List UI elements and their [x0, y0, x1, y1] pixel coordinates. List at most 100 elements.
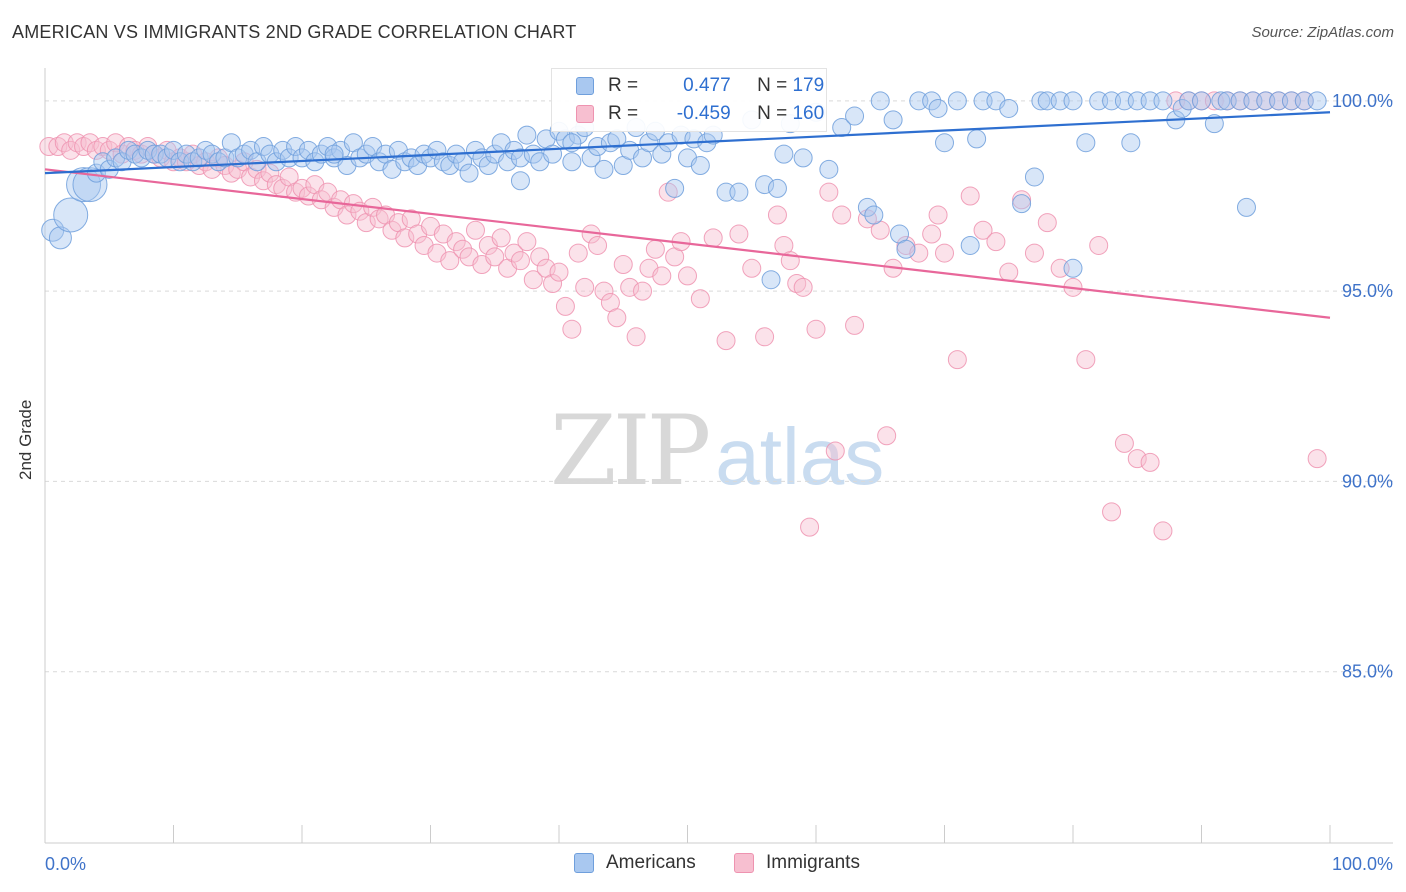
- americans-point: [1063, 258, 1083, 278]
- immigrants-point: [504, 243, 524, 263]
- immigrants-point: [909, 243, 929, 263]
- americans-point: [1172, 98, 1192, 118]
- y-tick-label: 95.0%: [1342, 281, 1393, 301]
- immigrants-point: [845, 315, 865, 335]
- americans-point: [594, 159, 614, 179]
- immigrants-point: [568, 243, 588, 263]
- americans-point: [935, 133, 954, 153]
- americans-point: [665, 178, 685, 198]
- americans-point: [478, 156, 498, 176]
- americans-point: [928, 98, 948, 118]
- immigrants-point: [337, 205, 357, 225]
- americans-point: [440, 156, 460, 176]
- immigrants-point: [485, 247, 505, 267]
- americans-point: [53, 197, 89, 233]
- immigrants-point: [645, 239, 665, 259]
- americans-point: [510, 171, 530, 191]
- americans-point: [562, 152, 582, 172]
- watermark-atlas: atlas: [715, 412, 885, 501]
- correlation-legend: R = 0.477 N = 179 R = -0.459 N = 160: [551, 68, 827, 132]
- immigrants-point: [633, 281, 653, 301]
- americans-n-label: N =: [757, 75, 788, 96]
- americans-point: [510, 148, 530, 168]
- immigrants-point: [523, 270, 543, 290]
- immigrants-point: [742, 258, 762, 278]
- americans-trend-line: [44, 111, 1331, 175]
- immigrants-point: [446, 232, 466, 252]
- source-credit: Source: ZipAtlas.com: [1251, 24, 1394, 41]
- americans-point: [999, 98, 1019, 118]
- immigrants-point: [99, 140, 119, 160]
- immigrants-point: [588, 235, 608, 255]
- americans-point: [164, 140, 183, 160]
- immigrants-n-label: N =: [757, 103, 788, 124]
- immigrants-point: [800, 517, 820, 537]
- americans-point: [1076, 133, 1096, 153]
- immigrants-point: [607, 308, 627, 328]
- americans-legend-swatch: [574, 853, 594, 873]
- immigrants-point: [1024, 243, 1044, 263]
- immigrants-point: [292, 178, 312, 198]
- tick-labels: 100.0% 95.0% 90.0% 85.0% 0.0% 100.0%: [45, 91, 1393, 874]
- immigrants-point: [530, 247, 550, 267]
- immigrants-point: [877, 426, 897, 446]
- americans-point: [819, 159, 839, 179]
- immigrants-point: [1153, 521, 1173, 541]
- watermark-zip: ZIP: [550, 395, 711, 507]
- immigrants-point: [613, 254, 633, 274]
- americans-point: [498, 152, 518, 172]
- americans-point: [459, 163, 479, 183]
- americans-points: [41, 91, 1327, 290]
- immigrants-point: [793, 277, 813, 297]
- americans-point: [896, 239, 916, 259]
- americans-point: [864, 205, 884, 225]
- immigrants-point: [1127, 449, 1147, 469]
- chart-title: AMERICAN VS IMMIGRANTS 2ND GRADE CORRELA…: [12, 22, 577, 42]
- immigrants-point: [1102, 502, 1122, 522]
- immigrants-point: [767, 205, 787, 225]
- americans-point: [144, 144, 164, 164]
- americans-point: [922, 91, 942, 111]
- americans-point: [286, 137, 306, 157]
- americans-point: [421, 148, 440, 168]
- americans-point: [947, 91, 967, 111]
- immigrants-point: [594, 281, 614, 301]
- axes: [44, 68, 1393, 844]
- americans-point: [581, 148, 601, 168]
- immigrants-point: [1037, 213, 1057, 233]
- immigrants-point: [1307, 449, 1327, 469]
- y-tick-label: 90.0%: [1342, 471, 1393, 491]
- americans-point: [845, 106, 865, 126]
- americans-legend-label: Americans: [606, 852, 696, 873]
- immigrants-point: [973, 220, 993, 240]
- americans-point: [774, 144, 794, 164]
- americans-point: [1307, 91, 1327, 111]
- immigrants-point: [947, 350, 967, 370]
- americans-point: [1153, 91, 1173, 111]
- americans-point: [883, 110, 903, 130]
- americans-point: [755, 175, 775, 195]
- y-tick-label: 100.0%: [1332, 91, 1393, 111]
- americans-point: [690, 156, 710, 176]
- americans-point: [1024, 167, 1044, 187]
- americans-point: [639, 133, 659, 153]
- americans-point: [857, 197, 877, 217]
- immigrants-trend-line: [44, 168, 1331, 319]
- immigrants-point: [555, 296, 575, 316]
- immigrants-point: [491, 228, 511, 248]
- immigrants-legend-swatch: [734, 853, 754, 873]
- immigrants-point: [1114, 433, 1134, 453]
- legend-item-americans[interactable]: Americans: [574, 852, 696, 874]
- immigrants-point: [960, 186, 980, 206]
- americans-point: [273, 140, 293, 160]
- legend-item-immigrants[interactable]: Immigrants: [734, 852, 860, 874]
- immigrants-point: [61, 140, 81, 160]
- americans-point: [517, 125, 537, 145]
- immigrants-point: [825, 441, 845, 461]
- immigrants-legend-label: Immigrants: [766, 852, 860, 873]
- immigrants-point: [652, 266, 672, 286]
- immigrants-point: [562, 319, 582, 339]
- immigrants-point: [549, 262, 569, 282]
- americans-swatch: [576, 77, 594, 95]
- americans-point: [253, 137, 273, 157]
